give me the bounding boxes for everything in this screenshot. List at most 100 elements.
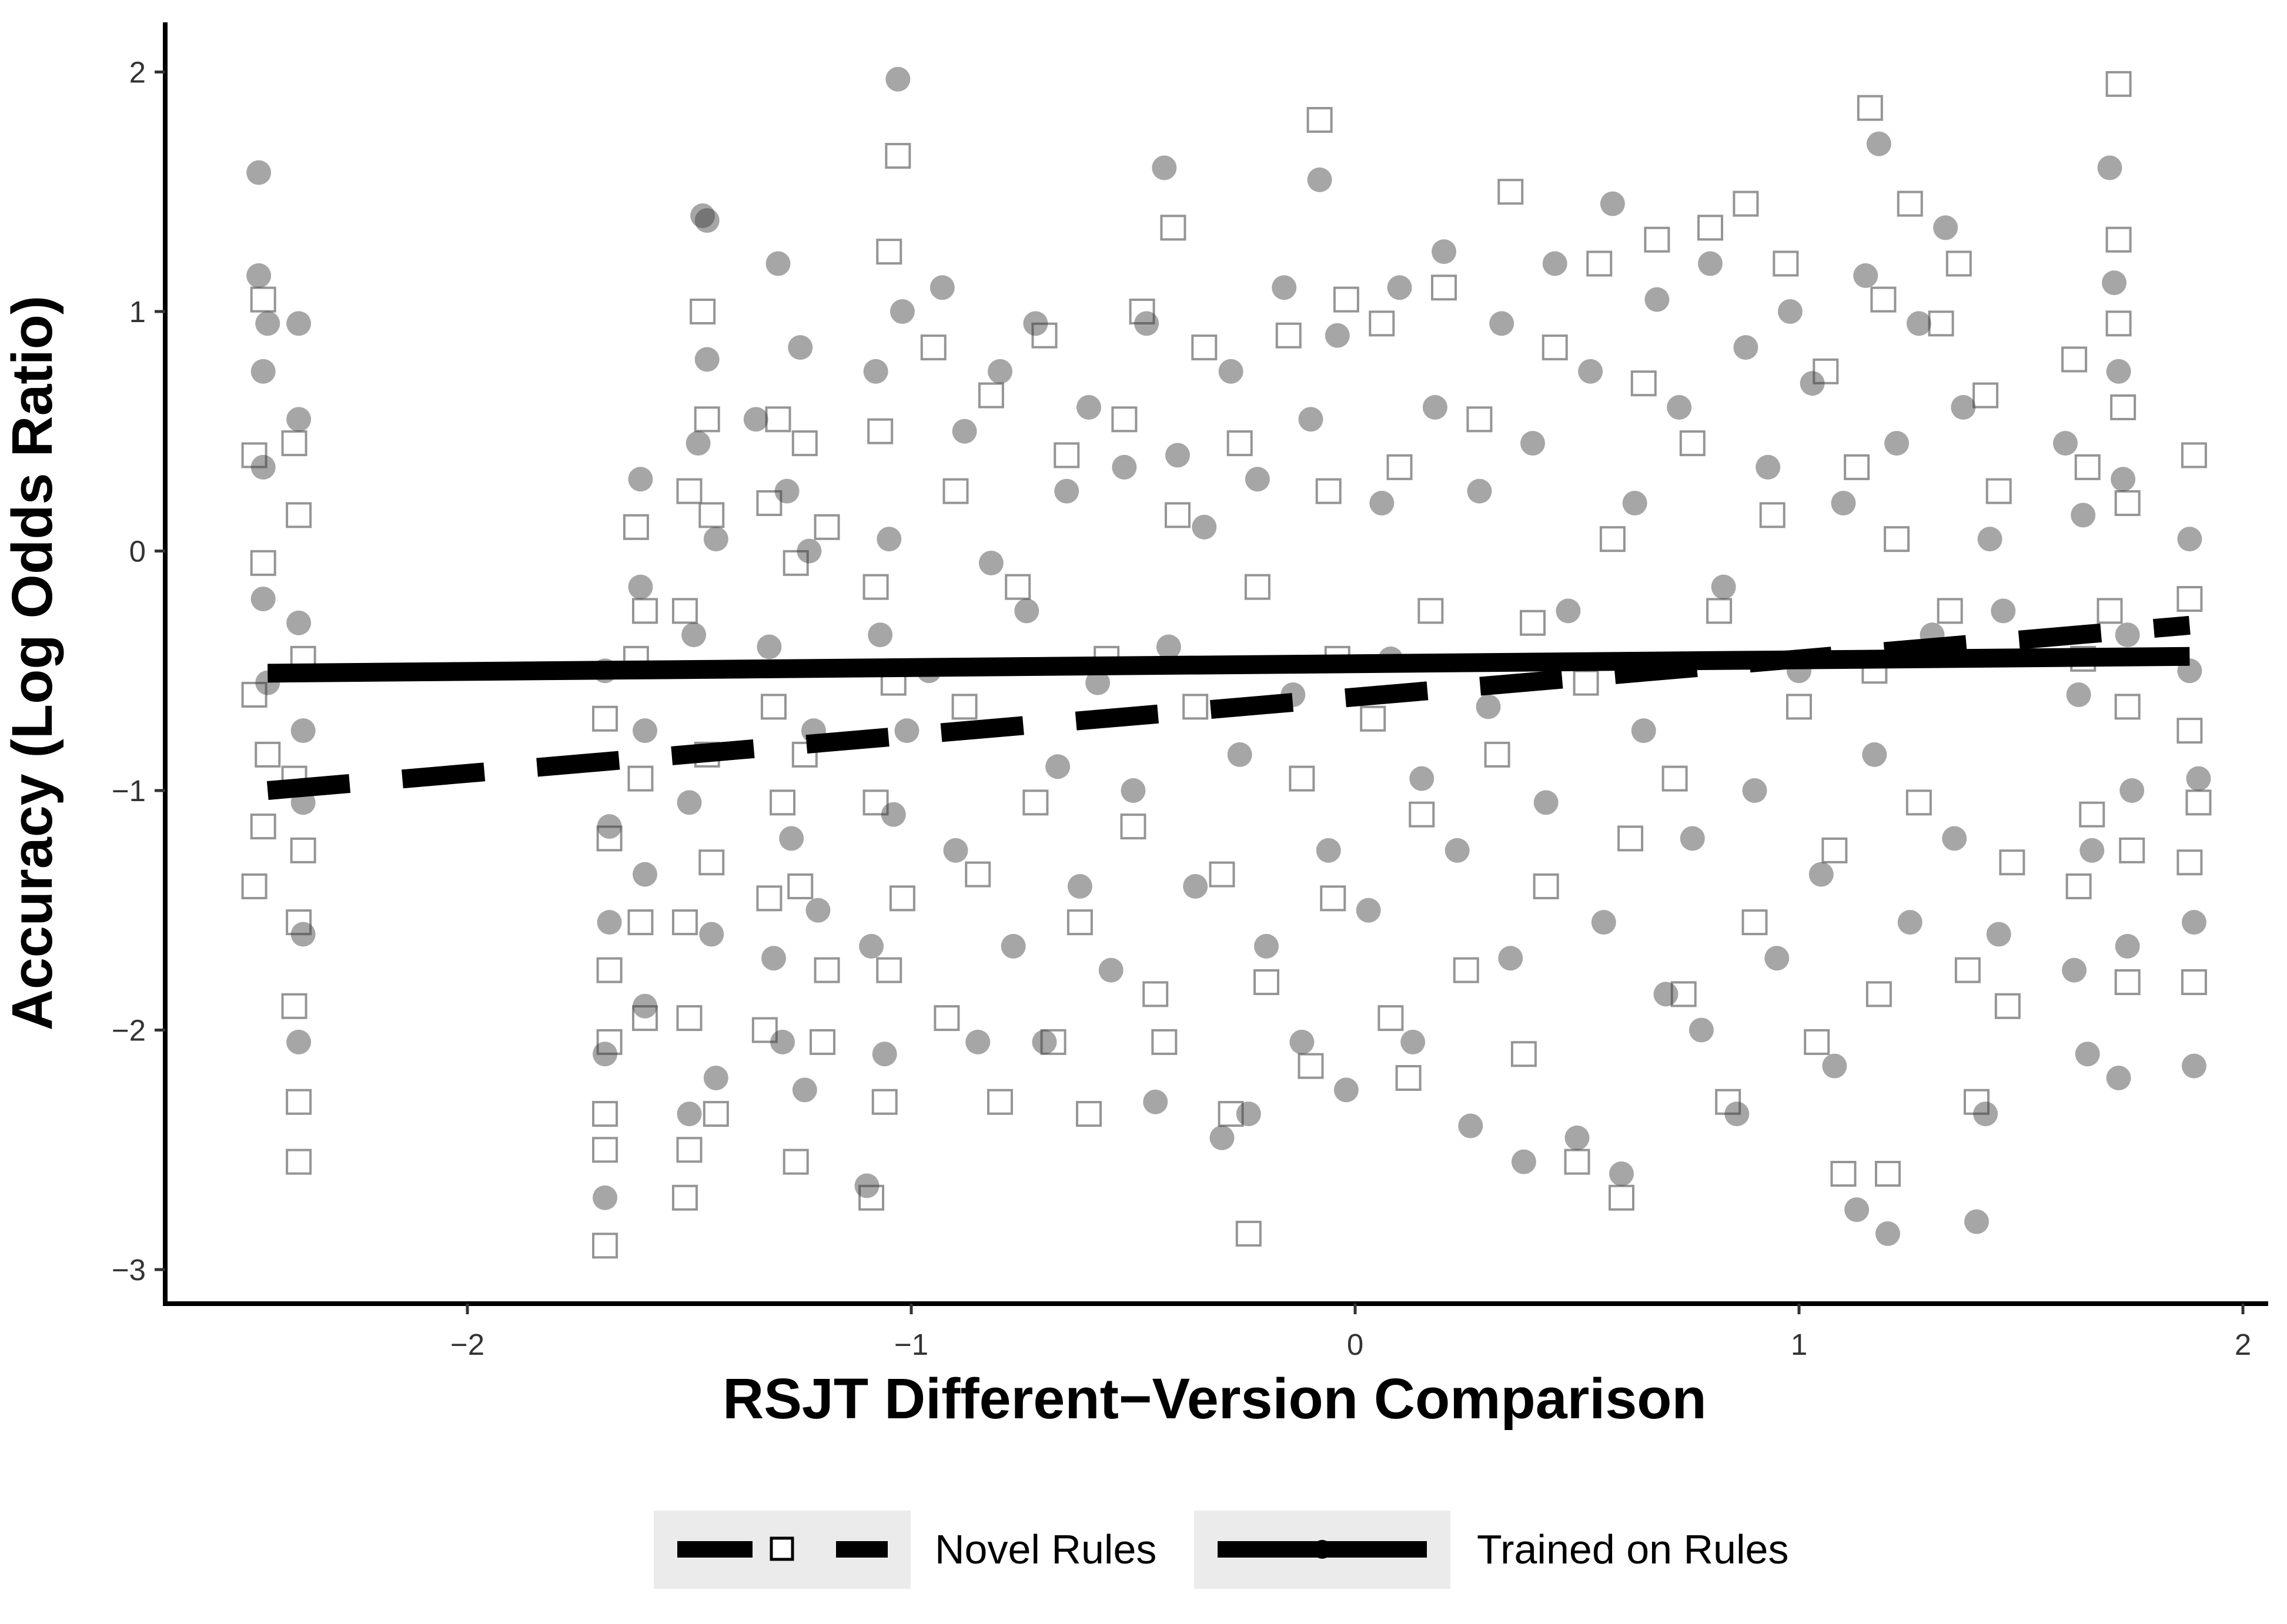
y-tick-label-0: −3: [112, 1253, 146, 1287]
trained-rules-point-142: [1862, 742, 1887, 767]
novel-rules-point-58: [867, 418, 894, 444]
trained-rules-point-156: [1991, 598, 2016, 624]
y-ticks: −3 −2 −1 0 1 2: [112, 56, 165, 1287]
trained-rules-point-74: [1121, 778, 1146, 803]
legend: Novel Rules Trained on Rules: [654, 1511, 1788, 1589]
trained-rules-point-18: [597, 814, 622, 839]
trained-rules-point-63: [1001, 933, 1026, 959]
trained-rules-point-167: [2111, 467, 2136, 492]
novel-rules-point-65: [920, 334, 947, 361]
novel-rules-point-49: [787, 873, 814, 899]
novel-rules-point-31: [671, 909, 698, 936]
trained-rules-point-2: [250, 359, 276, 384]
novel-rules-point-24: [627, 909, 654, 936]
trained-rules-point-127: [1698, 251, 1723, 276]
trained-rules-point-76: [1143, 1089, 1168, 1114]
novel-rules-point-39: [703, 1101, 729, 1127]
novel-rules-point-50: [791, 430, 818, 457]
trained-rules-point-75: [1134, 311, 1159, 336]
novel-rules-point-93: [1244, 574, 1270, 600]
novel-rules-point-155: [1964, 1089, 1990, 1115]
novel-rules-point-36: [694, 406, 720, 433]
novel-rules-point-45: [765, 406, 791, 433]
trained-rules-point-159: [2066, 682, 2091, 707]
trained-rules-point-100: [1400, 1029, 1426, 1054]
novel-rules-point-84: [1151, 1029, 1178, 1055]
trained-rules-point-47: [859, 933, 884, 959]
trained-rules-point-114: [1556, 598, 1581, 624]
trained-rules-point-90: [1289, 1029, 1315, 1054]
trained-rules-point-53: [885, 66, 911, 92]
trained-rules-point-28: [690, 203, 715, 228]
novel-rules-point-121: [1586, 250, 1613, 277]
novel-rules-point-134: [1741, 909, 1768, 936]
novel-rules-point-44: [760, 694, 787, 720]
novel-rules-point-13: [286, 502, 312, 528]
novel-rules-point-113: [1484, 741, 1510, 768]
novel-rules-point-137: [1786, 694, 1812, 720]
novel-rules-point-71: [987, 1089, 1013, 1115]
trained-rules-point-163: [2097, 155, 2122, 180]
trained-rules-point-12: [286, 311, 312, 336]
trained-rules-point-66: [1032, 1029, 1057, 1054]
trained-rules-point-22: [633, 993, 657, 1019]
novel-rules-point-125: [1630, 370, 1657, 397]
trained-rules-point-121: [1631, 718, 1656, 744]
novel-rules-point-22: [592, 1137, 618, 1163]
novel-rules-point-124: [1617, 825, 1644, 852]
novel-rules-point-18: [596, 957, 623, 983]
trained-rules-point-147: [1906, 311, 1931, 336]
novel-rules-point-98: [1306, 107, 1333, 133]
trained-rules-point-118: [1600, 191, 1625, 216]
novel-rules-point-59: [871, 1089, 898, 1115]
trained-rules-point-157: [2053, 431, 2078, 456]
trained-rules-fit-line: [268, 647, 2190, 683]
trained-rules-point-51: [877, 527, 902, 552]
novel-rules-point-63: [885, 143, 911, 169]
x-tick-label-1: −1: [894, 1328, 928, 1361]
novel-rules-point-143: [1857, 95, 1883, 121]
novel-rules-point-154: [1954, 957, 1981, 983]
trained-rules-point-128: [1711, 574, 1736, 600]
trained-rules-point-103: [1432, 239, 1456, 264]
novel-rules-point-164: [2079, 801, 2105, 828]
trained-rules-point-86: [1245, 467, 1270, 492]
trained-rules-point-48: [863, 359, 888, 384]
trained-rules-point-137: [1808, 862, 1834, 887]
novel-rules-point-61: [876, 239, 902, 265]
trained-rules-point-153: [1973, 1101, 1998, 1127]
novel-rules-point-102: [1333, 286, 1359, 313]
novel-rules-point-11: [286, 1089, 312, 1115]
novel-rules-point-54: [814, 514, 840, 540]
novel-rules-point-29: [671, 1184, 698, 1211]
x-tick-label-4: 2: [2235, 1328, 2251, 1361]
novel-rules-point-111: [1453, 957, 1479, 983]
novel-rules-point-91: [1226, 430, 1253, 457]
trained-rules-point-67: [1045, 754, 1071, 779]
trained-rules-point-124: [1667, 395, 1692, 420]
y-tick-label-2: −1: [112, 774, 146, 808]
trained-rules-point-87: [1254, 933, 1279, 959]
trained-rules-point-16: [593, 1042, 618, 1067]
novel-rules-point-1: [241, 873, 268, 899]
novel-rules-point-4: [255, 741, 281, 768]
x-axis-title: RSJT Different−Version Comparison: [723, 1367, 1707, 1431]
novel-rules-point-33: [676, 1005, 703, 1032]
trained-rules-point-62: [988, 359, 1012, 384]
novel-rules-point-72: [1005, 574, 1031, 600]
novel-rules-point-123: [1609, 1184, 1634, 1211]
trained-rules-point-96: [1356, 898, 1381, 923]
trained-rules-point-58: [943, 838, 968, 863]
trained-rules-point-94: [1325, 323, 1350, 348]
trained-rules-point-140: [1844, 1197, 1870, 1223]
novel-rules-point-68: [951, 694, 978, 720]
novel-rules-point-69: [965, 861, 991, 888]
trained-rules-point-36: [761, 946, 786, 971]
novel-rules-point-170: [2114, 694, 2141, 720]
novel-rules-point-147: [1875, 1161, 1901, 1187]
novel-rules-point-90: [1218, 1101, 1244, 1127]
x-ticks: −2 −1 0 1 2: [450, 1304, 2251, 1361]
trained-rules-point-155: [1986, 922, 2011, 947]
trained-rules-point-80: [1183, 874, 1208, 899]
novel-rules-point-19: [592, 705, 618, 732]
